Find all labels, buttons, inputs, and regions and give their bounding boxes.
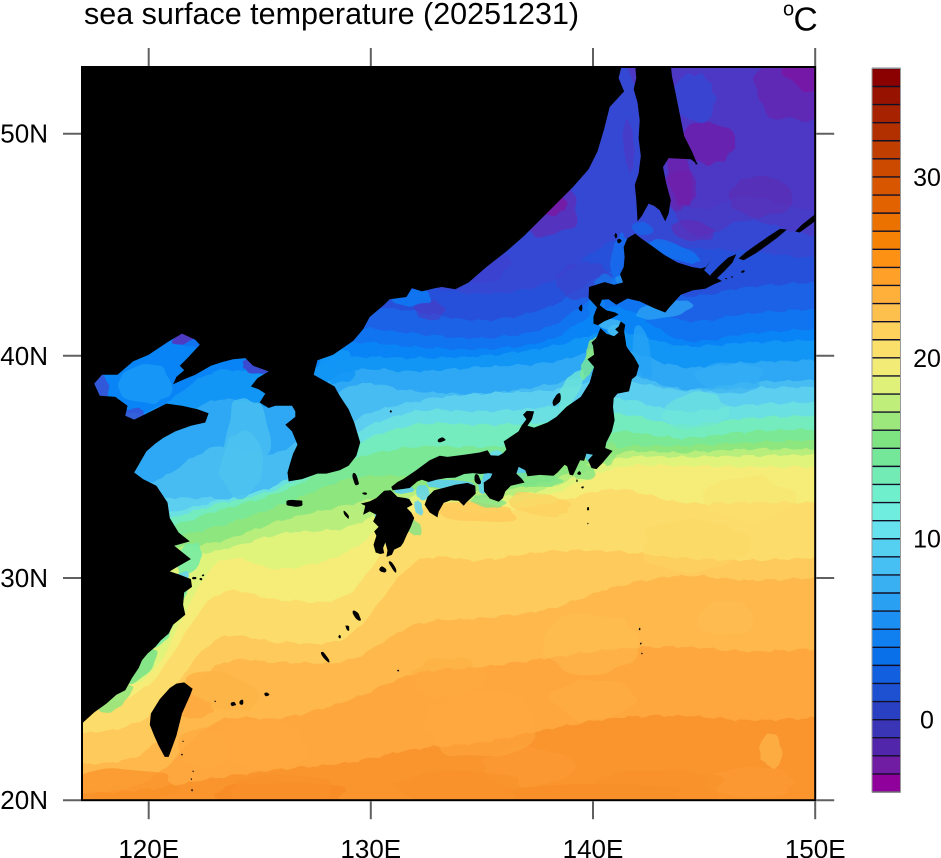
svg-text:o: o: [783, 0, 794, 21]
svg-text:20: 20: [913, 345, 941, 373]
svg-text:140E: 140E: [563, 834, 624, 858]
svg-text:sea surface temperature (20251: sea surface temperature (20251231): [84, 0, 579, 31]
svg-text:10: 10: [913, 526, 941, 554]
svg-text:0: 0: [920, 707, 934, 735]
svg-text:50N: 50N: [0, 119, 48, 149]
svg-text:20N: 20N: [0, 785, 48, 815]
svg-text:30N: 30N: [0, 563, 48, 593]
svg-text:C: C: [794, 2, 818, 39]
svg-text:150E: 150E: [785, 834, 846, 858]
svg-text:130E: 130E: [340, 834, 401, 858]
svg-text:30: 30: [913, 164, 941, 192]
svg-text:40N: 40N: [0, 341, 48, 371]
svg-text:120E: 120E: [118, 834, 179, 858]
